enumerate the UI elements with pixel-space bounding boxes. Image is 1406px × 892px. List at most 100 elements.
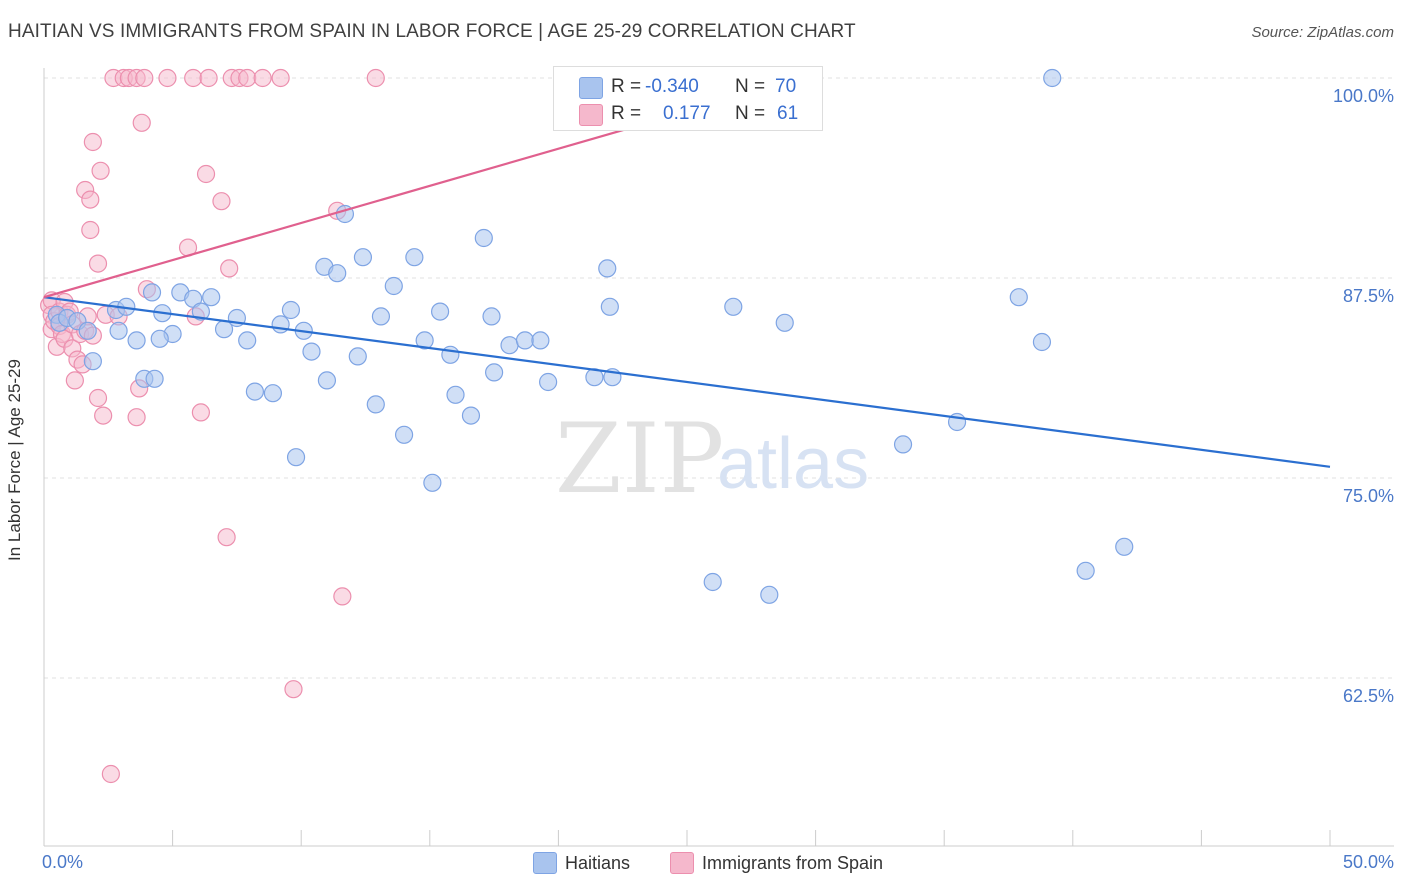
haitians-point [441, 345, 460, 364]
bottom-legend-label-haitians: Haitians [565, 853, 631, 873]
bottom-legend-swatch-immigrants-from-spain [670, 852, 694, 874]
haitians-point [415, 331, 434, 350]
legend-n-label: N = [735, 103, 766, 124]
y-tick-label: 62.5% [1342, 686, 1394, 706]
haitians-point [1009, 288, 1028, 307]
y-tick-label: 75.0% [1342, 486, 1394, 506]
spain-point [88, 388, 108, 408]
legend-n-value: 70 [775, 76, 797, 97]
x-tick-label-min: 0.0% [42, 852, 84, 872]
haitians-point [366, 395, 385, 414]
haitians-point [1115, 537, 1134, 556]
spain-point [81, 220, 100, 240]
spain-point [220, 259, 239, 278]
haitians-point [485, 363, 504, 382]
haitians-point [500, 336, 519, 355]
series-immigrants-from-spain [40, 68, 385, 784]
haitians-point [245, 382, 265, 401]
haitians-point [760, 585, 779, 604]
haitians-point [446, 385, 465, 404]
chart-source: Source: ZipAtlas.com [1251, 24, 1394, 41]
haitians-point [150, 329, 169, 348]
legend-n-label: N = [735, 76, 766, 97]
bottom-legend-swatch-haitians [533, 852, 557, 874]
watermark-zip: ZIP [555, 403, 724, 515]
haitians-point [600, 297, 619, 316]
legend-r-value: -0.340 [645, 76, 699, 97]
chart-title: HAITIAN VS IMMIGRANTS FROM SPAIN IN LABO… [8, 21, 856, 42]
spain-point [238, 68, 257, 88]
bottom-legend-label-immigrants-from-spain: Immigrants from Spain [702, 853, 884, 873]
spain-point [196, 164, 216, 184]
haitians-point [353, 248, 373, 267]
spain-point [135, 68, 154, 88]
spain-point [199, 68, 218, 88]
haitians-point [281, 300, 301, 320]
legend-r-value: 0.177 [663, 103, 711, 124]
haitians-point [271, 315, 290, 334]
haitians-point [482, 307, 501, 326]
haitians-point [317, 371, 337, 390]
haitians-point [515, 331, 535, 350]
haitians-point [893, 435, 913, 454]
y-axis-label: In Labor Force | Age 25-29 [5, 359, 24, 561]
legend: R = -0.340 N = 70 R = 0.177 N = 61 [553, 66, 823, 131]
spain-point [88, 254, 108, 273]
legend-swatch-immigrants-from-spain [579, 104, 603, 126]
y-tick-label: 87.5% [1342, 286, 1394, 306]
haitians-point [83, 352, 102, 371]
watermark: ZIP atlas [555, 403, 869, 515]
haitians-point [127, 331, 146, 350]
spain-point [81, 190, 100, 209]
spain-point [94, 406, 113, 425]
haitians-point [238, 331, 257, 350]
haitians-point [286, 448, 306, 467]
legend-swatch-haitians [579, 77, 603, 99]
haitians-point [145, 369, 164, 388]
haitians-point [142, 283, 162, 302]
spain-point [191, 403, 210, 422]
haitians-point [474, 228, 493, 248]
spain-point [366, 68, 385, 88]
haitians-point [531, 331, 550, 350]
legend-r-label: R = [611, 76, 642, 97]
x-tick-label-max: 50.0% [1342, 852, 1394, 872]
spain-point [217, 528, 236, 547]
haitians-point [724, 297, 743, 316]
spain-point [212, 192, 231, 211]
spain-point [184, 68, 203, 88]
haitians-point [539, 372, 558, 392]
haitians-point [384, 276, 403, 296]
haitians-point [423, 473, 442, 492]
haitians-point [109, 321, 128, 340]
haitians-point [202, 288, 221, 307]
legend-n-value: 61 [777, 103, 799, 124]
spain-point [83, 132, 102, 152]
axes [43, 68, 1394, 847]
haitians-point [430, 302, 450, 321]
spain-point [284, 680, 303, 699]
spain-point [333, 587, 352, 606]
haitians-point [1032, 332, 1052, 352]
spain-point [127, 408, 146, 427]
trend-lines [43, 110, 1331, 468]
haitians-point [461, 406, 481, 425]
haitians-point [1076, 561, 1095, 580]
spain-point [65, 371, 84, 390]
haitians-point [263, 384, 283, 403]
haitians-point [371, 307, 391, 326]
haitians-point [302, 342, 321, 361]
haitians-point [1043, 68, 1062, 88]
spain-point [271, 68, 290, 88]
haitians-point [78, 321, 97, 340]
watermark-atlas: atlas [717, 424, 869, 504]
y-tick-label: 100.0% [1332, 86, 1394, 106]
haitians-point [348, 347, 367, 366]
series-haitians [47, 68, 1134, 604]
haitians-point [328, 264, 347, 283]
trend-line-immigrants-from-spain [43, 110, 688, 299]
haitians-point [191, 302, 210, 321]
spain-point [132, 113, 151, 132]
haitians-point [598, 259, 617, 278]
